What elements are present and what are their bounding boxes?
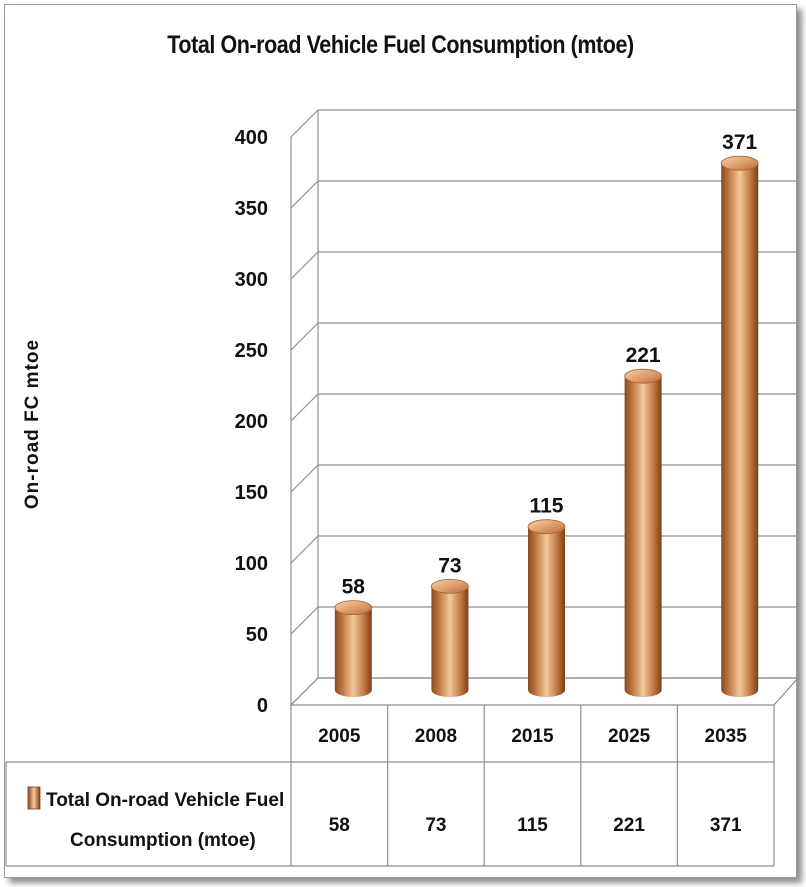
bar <box>527 519 566 698</box>
x-category-label: 2015 <box>511 726 554 747</box>
bar-body <box>334 607 372 698</box>
data-label: 73 <box>438 554 461 577</box>
legend-swatch <box>27 786 41 810</box>
data-label: 58 <box>342 576 366 599</box>
x-category-label: 2025 <box>608 726 651 747</box>
bar-body <box>528 526 565 698</box>
gridline-side <box>290 180 319 209</box>
y-tick-label: 100 <box>235 553 268 575</box>
table-value: 221 <box>613 815 645 836</box>
y-tick-label: 0 <box>257 695 268 717</box>
table-value: 371 <box>710 815 742 836</box>
floor <box>289 677 800 706</box>
chart-title: Total On-road Vehicle Fuel Consumption (… <box>167 31 634 59</box>
y-tick-layer: 0 50 100 150 200 250 300 350 400 <box>235 127 268 717</box>
legend-label-line1: Total On-road Vehicle Fuel <box>46 790 284 811</box>
y-tick-label: 200 <box>235 411 268 433</box>
legend-label-line2: Consumption (mtoe) <box>70 830 256 851</box>
y-tick-label: 250 <box>235 340 268 362</box>
y-tick-label: 350 <box>235 198 268 220</box>
x-category-label: 2035 <box>705 726 748 747</box>
table-value: 58 <box>329 815 350 836</box>
y-tick-label: 400 <box>235 127 268 149</box>
data-label: 221 <box>626 344 661 367</box>
bar <box>430 578 469 698</box>
bar-cap <box>624 368 662 384</box>
gridline-side <box>290 109 319 138</box>
y-tick-label: 300 <box>235 269 268 291</box>
bar-body <box>624 376 662 698</box>
bar-layer: 58 73 115 221 371 <box>334 131 759 698</box>
bar-cap <box>334 600 373 616</box>
chart-frame: Total On-road Vehicle Fuel Consumption (… <box>4 4 797 878</box>
gridline-side <box>290 251 319 280</box>
x-category-label: 2005 <box>318 726 361 747</box>
bar <box>720 155 759 698</box>
table-value: 115 <box>517 815 548 836</box>
data-label: 371 <box>722 131 757 154</box>
data-table: 2005 58 2008 73 2015 115 2025 221 2035 371 Total O… <box>5 705 775 867</box>
bar-cap <box>430 578 469 594</box>
table-value: 73 <box>425 815 446 836</box>
gridline-side <box>290 535 319 564</box>
gridline-side <box>290 606 319 635</box>
y-tick-label: 150 <box>235 482 268 504</box>
bar-body <box>431 586 469 698</box>
bar-cap <box>527 519 566 535</box>
gridline-side <box>290 393 319 422</box>
gridline-side <box>290 322 319 351</box>
bar <box>334 600 373 698</box>
bar-body <box>721 163 759 698</box>
grid-layer <box>289 109 800 706</box>
bar-cap <box>720 155 759 171</box>
data-label: 115 <box>530 495 564 518</box>
bar <box>624 368 662 698</box>
gridline-side <box>290 464 319 493</box>
y-tick-label: 50 <box>246 624 268 646</box>
x-category-label: 2008 <box>415 726 457 747</box>
